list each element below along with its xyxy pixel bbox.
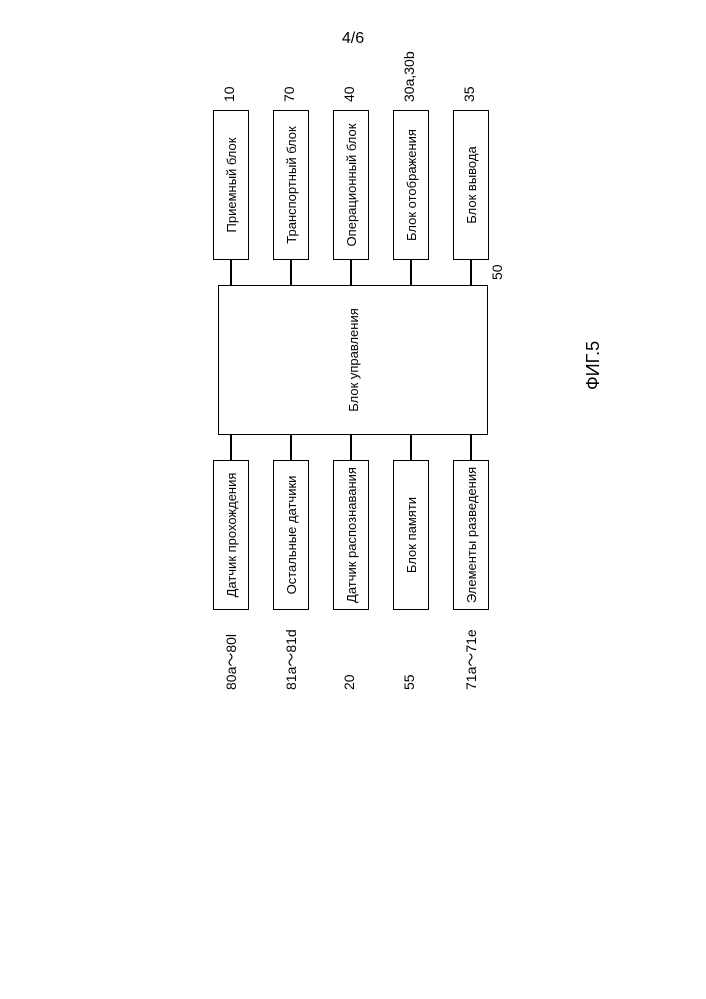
right-block-text: Блок вывода bbox=[464, 146, 479, 223]
left-block-ref: 80a～80l bbox=[221, 634, 241, 690]
right-block: Транспортный блок bbox=[273, 110, 309, 260]
connector bbox=[230, 260, 232, 285]
connector bbox=[350, 260, 352, 285]
left-block-text: Датчик прохождения bbox=[224, 473, 239, 598]
left-block: Элементы разведения bbox=[453, 460, 489, 610]
left-block-text: Датчик распознавания bbox=[344, 467, 359, 603]
page-number: 4/6 bbox=[342, 30, 364, 48]
left-block-ref: 81a～81d bbox=[281, 629, 301, 690]
connector bbox=[230, 435, 232, 460]
figure-caption: ФИГ.5 bbox=[583, 341, 604, 390]
connector bbox=[470, 435, 472, 460]
right-block-ref: 40 bbox=[341, 86, 357, 102]
right-block-text: Блок отображения bbox=[404, 129, 419, 241]
right-block: Блок отображения bbox=[393, 110, 429, 260]
connector bbox=[410, 435, 412, 460]
right-block: Приемный блок bbox=[213, 110, 249, 260]
connector bbox=[350, 435, 352, 460]
left-block-text: Блок памяти bbox=[404, 497, 419, 573]
left-block-ref: 55 bbox=[401, 674, 417, 690]
central-block: Блок управления bbox=[218, 285, 488, 435]
left-block-text: Остальные датчики bbox=[284, 476, 299, 595]
connector bbox=[290, 260, 292, 285]
right-block-ref: 70 bbox=[281, 86, 297, 102]
right-block-ref: 35 bbox=[461, 86, 477, 102]
diagram-wrapper: Блок управления 50 Датчик прохождения 80… bbox=[173, 60, 533, 660]
left-block: Блок памяти bbox=[393, 460, 429, 610]
left-block: Датчик распознавания bbox=[333, 460, 369, 610]
right-block-ref: 30a,30b bbox=[401, 51, 417, 102]
left-block-text: Элементы разведения bbox=[464, 467, 479, 603]
connector bbox=[290, 435, 292, 460]
connector bbox=[470, 260, 472, 285]
left-block: Датчик прохождения bbox=[213, 460, 249, 610]
right-block-text: Транспортный блок bbox=[284, 126, 299, 243]
right-block-ref: 10 bbox=[221, 86, 237, 102]
left-block-ref: 71a～71e bbox=[461, 629, 481, 690]
right-block-text: Операционный блок bbox=[344, 124, 359, 247]
central-block-ref: 50 bbox=[489, 264, 505, 280]
right-block-text: Приемный блок bbox=[224, 138, 239, 233]
left-block: Остальные датчики bbox=[273, 460, 309, 610]
right-block: Операционный блок bbox=[333, 110, 369, 260]
connector bbox=[410, 260, 412, 285]
left-block-ref: 20 bbox=[341, 674, 357, 690]
right-block: Блок вывода bbox=[453, 110, 489, 260]
block-diagram: Блок управления 50 Датчик прохождения 80… bbox=[173, 60, 533, 660]
central-block-text: Блок управления bbox=[346, 308, 361, 412]
